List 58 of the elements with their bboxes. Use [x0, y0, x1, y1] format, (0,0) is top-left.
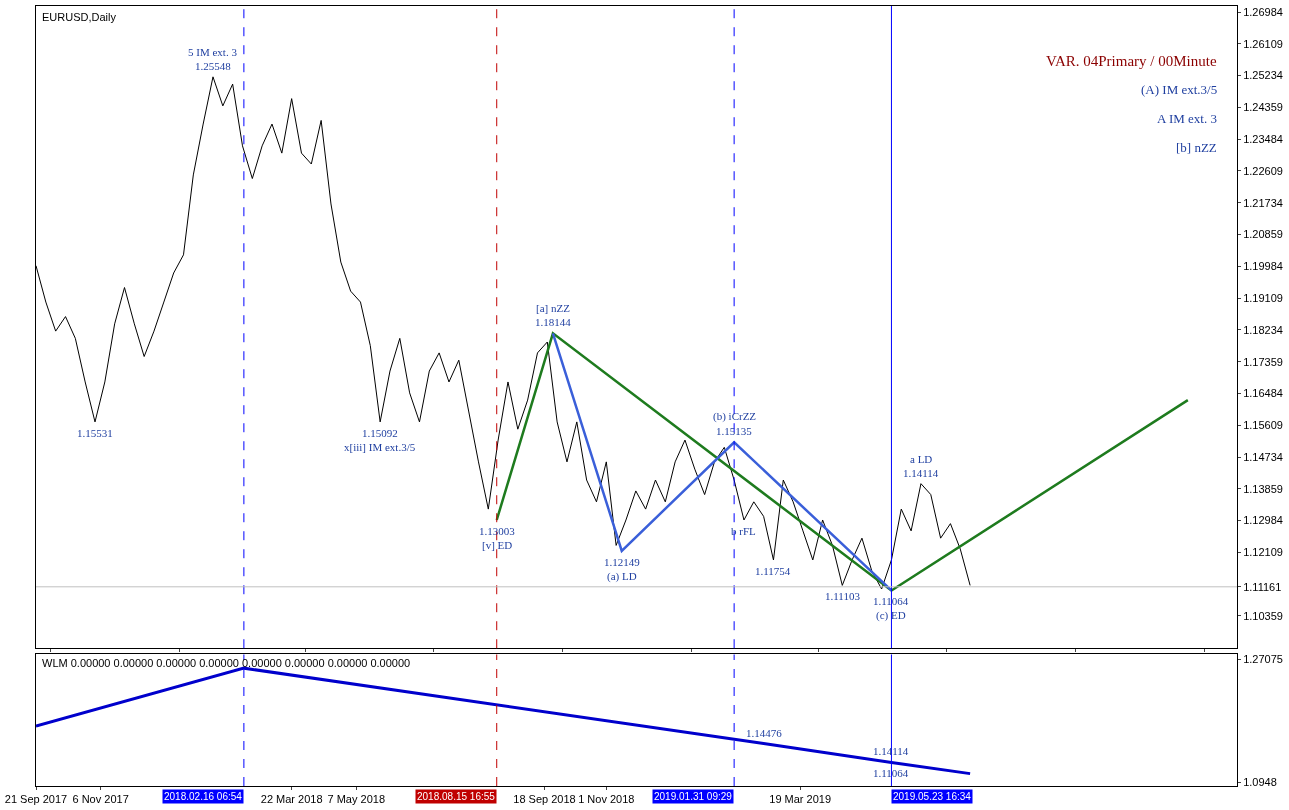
annotation: A IM ext. 3 — [1157, 111, 1217, 126]
annotation: 1.15135 — [716, 425, 753, 437]
annotation: 1.11103 — [825, 590, 861, 602]
annotation: 1.15531 — [77, 427, 113, 439]
annotation: x[iii] IM ext.3/5 — [344, 441, 416, 453]
y-tick-label: 1.14734 — [1243, 450, 1283, 463]
annotation: (A) IM ext.3/5 — [1141, 82, 1218, 97]
ref-line-label: 2018.02.16 06:54 — [164, 791, 243, 802]
y-tick-label: 1.15609 — [1243, 419, 1283, 432]
x-tick-label: 18 Sep 2018 — [513, 793, 576, 806]
y-tick-label: 1.21734 — [1243, 196, 1283, 209]
annotation: 5 IM ext. 3 — [188, 46, 238, 58]
annotation: 1.18144 — [535, 316, 572, 328]
y-tick-label: 1.20859 — [1243, 228, 1283, 241]
y-tick-label: 1.19109 — [1243, 291, 1283, 304]
text: EURUSD,Daily — [42, 11, 117, 23]
x-tick-label: 7 May 2018 — [327, 793, 386, 806]
y-tick-label: 1.19984 — [1243, 260, 1283, 273]
annotation: [a] nZZ — [536, 302, 571, 314]
x-tick-label: 1 Nov 2018 — [578, 793, 635, 806]
y-tick-label: 1.0948 — [1243, 776, 1277, 789]
x-tick-label: 22 Mar 2018 — [260, 793, 323, 806]
annotation: b rFL — [731, 525, 757, 537]
ref-line-label: 2019.05.23 16:34 — [893, 791, 972, 802]
ref-line-label: 2018.08.15 16:55 — [417, 791, 496, 802]
y-tick-label: 1.10359 — [1243, 609, 1283, 622]
annotation: 1.13003 — [479, 525, 516, 537]
annotation: 1.11754 — [755, 565, 791, 577]
y-tick-label: 1.26984 — [1243, 5, 1283, 18]
y-tick-label: 1.18234 — [1243, 323, 1283, 336]
x-tick-label: 19 Mar 2019 — [769, 793, 832, 806]
annotation: 1.12149 — [604, 556, 641, 568]
annotation: 1.15092 — [362, 427, 398, 439]
annotation: a LD — [910, 453, 933, 465]
annotation: 1.14476 — [746, 727, 783, 739]
ref-line-label: 2019.01.31 09:29 — [654, 791, 733, 802]
annotation: (b) iCrZZ — [713, 410, 757, 423]
annotation: 1.25548 — [195, 60, 232, 72]
annotation: [v] ED — [482, 539, 513, 551]
y-tick-label: 1.12984 — [1243, 514, 1283, 527]
y-tick-label: 1.16484 — [1243, 387, 1283, 400]
y-tick-label: 1.25234 — [1243, 69, 1283, 82]
annotation: VAR. 04Primary / 00Minute — [1046, 53, 1217, 69]
annotation: [b] nZZ — [1176, 140, 1217, 155]
annotation: 1.14114 — [903, 467, 939, 479]
chart-title: WLM 0.00000 0.00000 0.00000 0.00000 0.00000 0.00000 0.00000 0.00000 — [42, 657, 411, 669]
x-tick-label: 6 Nov 2017 — [72, 793, 129, 806]
annotation: (a) LD — [607, 570, 637, 583]
y-tick-label: 1.24359 — [1243, 101, 1283, 114]
y-tick-label: 1.17359 — [1243, 355, 1283, 368]
y-tick-label: 1.22609 — [1243, 164, 1283, 177]
y-tick-label: 1.26109 — [1243, 37, 1283, 50]
x-tick-label: 21 Sep 2017 — [4, 793, 68, 806]
y-tick-label: 1.12109 — [1243, 546, 1283, 559]
y-tick-label: 1.23484 — [1243, 133, 1283, 146]
y-tick-label: 1.11161 — [1243, 580, 1282, 593]
y-tick-label: 1.13859 — [1243, 482, 1283, 495]
y-tick-label: 1.27075 — [1243, 653, 1283, 666]
